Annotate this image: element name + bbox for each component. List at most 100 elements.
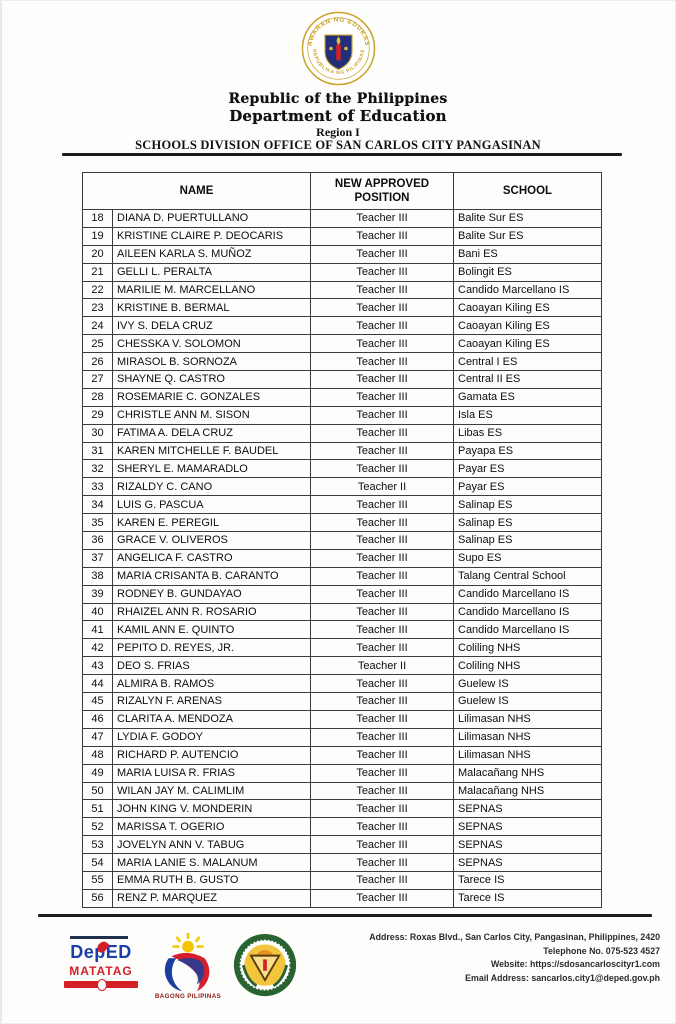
table-row: 43 DEO S. FRIAS Teacher II Coliling NHS [82, 656, 602, 676]
row-number: 54 [82, 853, 113, 872]
row-name: SHAYNE Q. CASTRO [112, 370, 311, 389]
row-position: Teacher III [310, 352, 454, 372]
column-header-school: SCHOOL [453, 172, 602, 210]
contact-telephone: Telephone No. 075-523 4527 [543, 945, 660, 956]
row-number: 21 [82, 262, 113, 282]
deped-seal-icon: KAGAWARAN NG EDUKASYON REPUBLIKA NG PILI… [301, 11, 376, 86]
row-name: MARILIE M. MARCELLANO [112, 280, 311, 300]
row-school: Caoayan Kiling ES [453, 316, 602, 336]
row-position: Teacher III [310, 262, 454, 282]
row-name: CHESSKA V. SOLOMON [112, 334, 311, 354]
row-position: Teacher III [310, 781, 454, 801]
row-name: LUIS G. PASCUA [112, 495, 311, 515]
table-row: 36 GRACE V. OLIVEROS Teacher III Salinap… [82, 531, 602, 550]
table-row: 40 RHAIZEL ANN R. ROSARIO Teacher III Ca… [82, 602, 602, 622]
table-row: 45 RIZALYN F. ARENAS Teacher III Guelew … [82, 692, 602, 711]
row-name: PEPITO D. REYES, JR. [112, 638, 311, 658]
row-number: 53 [82, 835, 113, 855]
row-name: KAREN MITCHELLE F. BAUDEL [112, 441, 311, 461]
row-school: Balite Sur ES [453, 226, 602, 246]
row-school: Talang Central School [453, 566, 602, 586]
row-name: MIRASOL B. SORNOZA [112, 352, 311, 372]
row-name: RICHARD P. AUTENCIO [112, 745, 311, 765]
contact-block: Address: Roxas Blvd., San Carlos City, P… [369, 931, 660, 985]
row-school: Isla ES [453, 405, 602, 425]
row-school: Tarece IS [453, 870, 602, 890]
row-position: Teacher III [310, 853, 454, 872]
row-school: Salinap ES [453, 531, 602, 550]
row-position: Teacher III [310, 817, 454, 837]
row-number: 40 [82, 602, 113, 622]
row-position: Teacher III [310, 745, 454, 765]
letterhead-rule [62, 153, 622, 156]
table-row: 46 CLARITA A. MENDOZA Teacher III Lilima… [82, 709, 602, 729]
table-row: 56 RENZ P. MARQUEZ Teacher III Tarece IS [82, 888, 602, 908]
matatag-banner [64, 979, 138, 991]
row-school: Balite Sur ES [453, 209, 602, 228]
row-position: Teacher III [310, 674, 454, 694]
row-name: IVY S. DELA CRUZ [112, 316, 311, 336]
row-number: 51 [82, 799, 113, 819]
row-number: 55 [82, 870, 113, 890]
row-position: Teacher II [310, 477, 454, 497]
row-name: RHAIZEL ANN R. ROSARIO [112, 602, 311, 622]
table-row: 38 MARIA CRISANTA B. CARANTO Teacher III… [82, 566, 602, 586]
row-number: 22 [82, 280, 113, 300]
row-number: 31 [82, 441, 113, 461]
table-row: 34 LUIS G. PASCUA Teacher III Salinap ES [82, 495, 602, 515]
row-position: Teacher III [310, 602, 454, 622]
row-school: Coliling NHS [453, 656, 602, 676]
table-row: 20 AILEEN KARLA S. MUÑOZ Teacher III Ban… [82, 244, 602, 264]
row-number: 42 [82, 638, 113, 658]
contact-address: Address: Roxas Blvd., San Carlos City, P… [369, 932, 660, 942]
row-name: MARIA LUISA R. FRIAS [112, 763, 311, 783]
row-number: 56 [82, 888, 113, 908]
table-row: 39 RODNEY B. GUNDAYAO Teacher III Candid… [82, 584, 602, 604]
division-title: SCHOOLS DIVISION OFFICE OF SAN CARLOS CI… [135, 138, 541, 152]
row-position: Teacher III [310, 799, 454, 819]
table-row: 50 WILAN JAY M. CALIMLIM Teacher III Mal… [82, 781, 602, 801]
row-number: 50 [82, 781, 113, 801]
table-row: 25 CHESSKA V. SOLOMON Teacher III Caoaya… [82, 334, 602, 354]
row-school: Lilimasan NHS [453, 727, 602, 747]
row-school: Candido Marcellano IS [453, 280, 602, 300]
footer-logos: DepED MATATAG BAGONG PILIPINAS [58, 930, 298, 1002]
contact-website: Website: https://sdosancarloscityr1.com [491, 959, 660, 970]
table-row: 41 KAMIL ANN E. QUINTO Teacher III Candi… [82, 620, 602, 640]
row-position: Teacher III [310, 888, 454, 908]
table-row: 37 ANGELICA F. CASTRO Teacher III Supo E… [82, 548, 602, 568]
row-number: 41 [82, 620, 113, 640]
table-row: 49 MARIA LUISA R. FRIAS Teacher III Mala… [82, 763, 602, 783]
table-row: 21 GELLI L. PERALTA Teacher III Bolingit… [82, 262, 602, 282]
row-number: 27 [82, 370, 113, 389]
row-name: FATIMA A. DELA CRUZ [112, 423, 311, 443]
row-number: 24 [82, 316, 113, 336]
row-name: CHRISTLE ANN M. SISON [112, 405, 311, 425]
table-row: 29 CHRISTLE ANN M. SISON Teacher III Isl… [82, 405, 602, 425]
row-position: Teacher III [310, 835, 454, 855]
row-position: Teacher III [310, 727, 454, 747]
row-school: Malacañang NHS [453, 781, 602, 801]
row-name: RIZALDY C. CANO [112, 477, 311, 497]
row-position: Teacher III [310, 441, 454, 461]
table-row: 22 MARILIE M. MARCELLANO Teacher III Can… [82, 280, 602, 300]
row-number: 45 [82, 692, 113, 711]
row-name: MARIA LANIE S. MALANUM [112, 853, 311, 872]
table-row: 18 DIANA D. PUERTULLANO Teacher III Bali… [82, 209, 602, 228]
row-school: Salinap ES [453, 495, 602, 515]
row-school: Libas ES [453, 423, 602, 443]
row-name: JOHN KING V. MONDERIN [112, 799, 311, 819]
row-position: Teacher III [310, 513, 454, 533]
row-position: Teacher III [310, 638, 454, 658]
row-position: Teacher III [310, 370, 454, 389]
row-name: CLARITA A. MENDOZA [112, 709, 311, 729]
row-number: 19 [82, 226, 113, 246]
row-position: Teacher III [310, 423, 454, 443]
department-title: Department of Education [229, 107, 447, 125]
row-number: 23 [82, 298, 113, 318]
row-name: AILEEN KARLA S. MUÑOZ [112, 244, 311, 264]
row-school: Bolingit ES [453, 262, 602, 282]
row-number: 39 [82, 584, 113, 604]
row-number: 33 [82, 477, 113, 497]
table-row: 31 KAREN MITCHELLE F. BAUDEL Teacher III… [82, 441, 602, 461]
